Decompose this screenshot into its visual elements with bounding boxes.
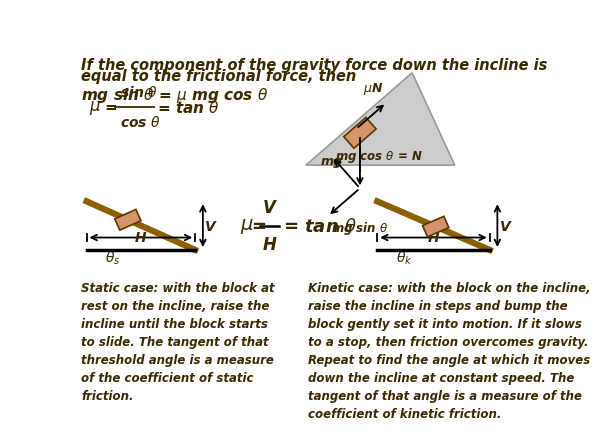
Text: If the component of the gravity force down the incline is: If the component of the gravity force do… xyxy=(81,58,548,73)
Text: sin $\theta$: sin $\theta$ xyxy=(120,85,158,100)
Text: V: V xyxy=(500,219,511,233)
Polygon shape xyxy=(306,74,455,166)
Polygon shape xyxy=(422,217,449,237)
Text: H: H xyxy=(263,235,277,253)
Polygon shape xyxy=(115,210,141,230)
Text: V: V xyxy=(205,219,216,233)
Text: Static case: with the block at
rest on the incline, raise the
incline until the : Static case: with the block at rest on t… xyxy=(81,281,275,402)
Text: H: H xyxy=(428,230,439,244)
Text: $\theta_k$: $\theta_k$ xyxy=(396,249,412,266)
Text: $\mu$N: $\mu$N xyxy=(363,81,383,97)
Text: mg: mg xyxy=(321,155,343,168)
Text: mg sin $\theta$ = $\mu$ mg cos $\theta$: mg sin $\theta$ = $\mu$ mg cos $\theta$ xyxy=(81,86,269,105)
Text: = tan $\theta$: = tan $\theta$ xyxy=(283,217,358,235)
Text: mg cos $\theta$ = N: mg cos $\theta$ = N xyxy=(335,149,422,165)
Text: $\theta_s$: $\theta_s$ xyxy=(105,249,121,266)
Text: =: = xyxy=(104,100,117,115)
Text: =: = xyxy=(251,217,266,235)
Text: H: H xyxy=(135,230,146,244)
Text: = tan $\theta$: = tan $\theta$ xyxy=(157,99,220,115)
Text: equal to the frictional force, then: equal to the frictional force, then xyxy=(81,69,356,84)
Text: V: V xyxy=(263,199,276,217)
Text: Kinetic case: with the block on the incline,
raise the incline in steps and bump: Kinetic case: with the block on the incl… xyxy=(308,281,590,420)
Text: mg sin $\theta$: mg sin $\theta$ xyxy=(331,220,388,237)
Text: cos $\theta$: cos $\theta$ xyxy=(120,115,161,130)
Polygon shape xyxy=(344,118,376,149)
Text: $\mu$: $\mu$ xyxy=(89,99,101,116)
Text: $\mu$: $\mu$ xyxy=(240,217,254,236)
